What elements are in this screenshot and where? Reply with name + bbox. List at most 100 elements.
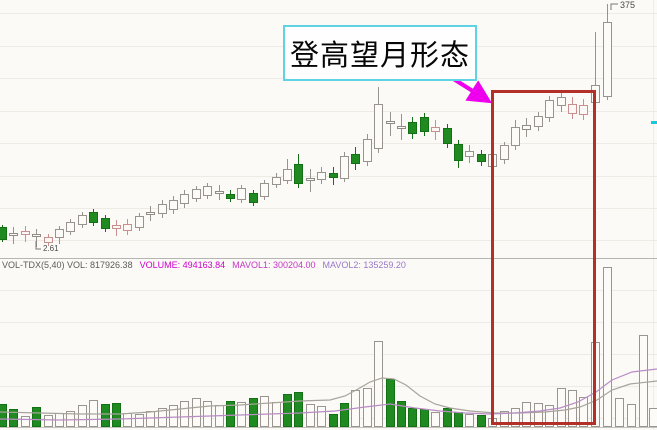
candlestick: [272, 177, 281, 185]
candlestick: [203, 186, 212, 196]
candlestick: [192, 189, 201, 199]
volume-bar: [443, 408, 452, 427]
candlestick: [511, 127, 520, 146]
gridline: [0, 290, 657, 291]
candlestick: [557, 97, 566, 106]
volume-bar: [465, 414, 474, 427]
gridline: [0, 418, 657, 419]
gridline: [0, 240, 657, 241]
volume-bar: [66, 411, 75, 427]
chart-bottom-border: [0, 427, 657, 428]
volume-bar: [0, 404, 7, 427]
volume-bar: [21, 416, 30, 427]
candlestick: [329, 173, 338, 178]
high-price-marker-tick: [610, 3, 618, 10]
scale-tick-icon: [651, 121, 657, 124]
candlestick: [55, 229, 64, 238]
candlestick: [21, 231, 30, 235]
candlestick: [9, 233, 18, 236]
volume-bar: [386, 379, 395, 427]
volume-bar: [477, 415, 486, 427]
volume-bar: [522, 402, 531, 427]
volume-bar: [32, 407, 41, 427]
pattern-label-box: 登高望月形态: [283, 25, 477, 81]
volume-bar: [397, 401, 406, 427]
candlestick: [500, 145, 509, 160]
gridline: [0, 143, 657, 144]
volume-bar: [603, 267, 612, 427]
volume-bar: [112, 403, 121, 427]
volume-bar: [260, 396, 269, 427]
candlestick: [0, 227, 7, 240]
candlestick: [226, 194, 235, 199]
volume-bar: [534, 403, 543, 427]
volume-bar: [649, 408, 657, 427]
volume-bar: [615, 398, 624, 427]
volume-bar: [180, 401, 189, 427]
candlestick: [408, 122, 417, 134]
volume-bar: [101, 404, 110, 427]
candlestick: [420, 117, 429, 132]
candlestick: [340, 156, 349, 179]
volume-bar: [545, 405, 554, 427]
candlestick: [237, 188, 246, 200]
indicator-segment: VOLUME: 494163.84: [139, 260, 226, 270]
volume-bar: [408, 408, 417, 427]
volume-bar: [511, 408, 520, 427]
candlestick: [386, 121, 395, 124]
candlestick: [89, 212, 98, 223]
candlestick: [66, 222, 75, 232]
pattern-label-text: 登高望月形态: [289, 40, 470, 72]
volume-bar: [169, 405, 178, 427]
high-price-label: 375: [620, 0, 636, 10]
candlestick: [169, 200, 178, 210]
candlestick: [158, 204, 167, 214]
candlestick: [44, 237, 53, 243]
candlestick: [123, 224, 132, 231]
volume-bar: [579, 397, 588, 427]
volume-bar: [135, 414, 144, 427]
candlestick: [397, 126, 406, 129]
candlestick: [260, 183, 269, 197]
candlestick: [283, 169, 292, 181]
candlestick: [146, 212, 155, 215]
pane-separator: [0, 258, 657, 259]
candle-wick: [595, 32, 596, 107]
indicator-segment: MAVOL2: 135259.20: [322, 260, 406, 270]
candlestick: [351, 154, 360, 164]
candlestick: [522, 125, 531, 130]
candlestick: [180, 194, 189, 204]
gridline: [0, 386, 657, 387]
volume-bar: [340, 403, 349, 427]
candlestick: [534, 116, 543, 127]
volume-bar: [78, 405, 87, 427]
volume-bar: [226, 401, 235, 427]
volume-bar: [306, 404, 315, 427]
arrow-annotation-icon: [450, 76, 493, 104]
candlestick: [317, 172, 326, 180]
volume-bar: [329, 414, 338, 427]
candlestick: [545, 100, 554, 118]
candlestick: [215, 191, 224, 194]
candlestick: [249, 193, 258, 203]
gridline: [0, 176, 657, 177]
gridline: [0, 208, 657, 209]
gridline: [0, 13, 657, 14]
candle-wick: [390, 112, 391, 136]
candlestick: [477, 154, 486, 162]
gridline: [653, 0, 654, 430]
candlestick: [603, 22, 612, 97]
candlestick: [374, 104, 383, 149]
indicator-segment: MAVOL1: 300204.00: [232, 260, 316, 270]
volume-bar: [283, 394, 292, 427]
candlestick: [431, 127, 440, 132]
candlestick: [32, 234, 41, 237]
volume-bar: [627, 404, 636, 427]
candlestick: [568, 104, 577, 114]
mavol-long: [0, 377, 657, 415]
volume-bar: [374, 341, 383, 427]
volume-bar: [249, 398, 258, 427]
candlestick: [443, 128, 452, 144]
